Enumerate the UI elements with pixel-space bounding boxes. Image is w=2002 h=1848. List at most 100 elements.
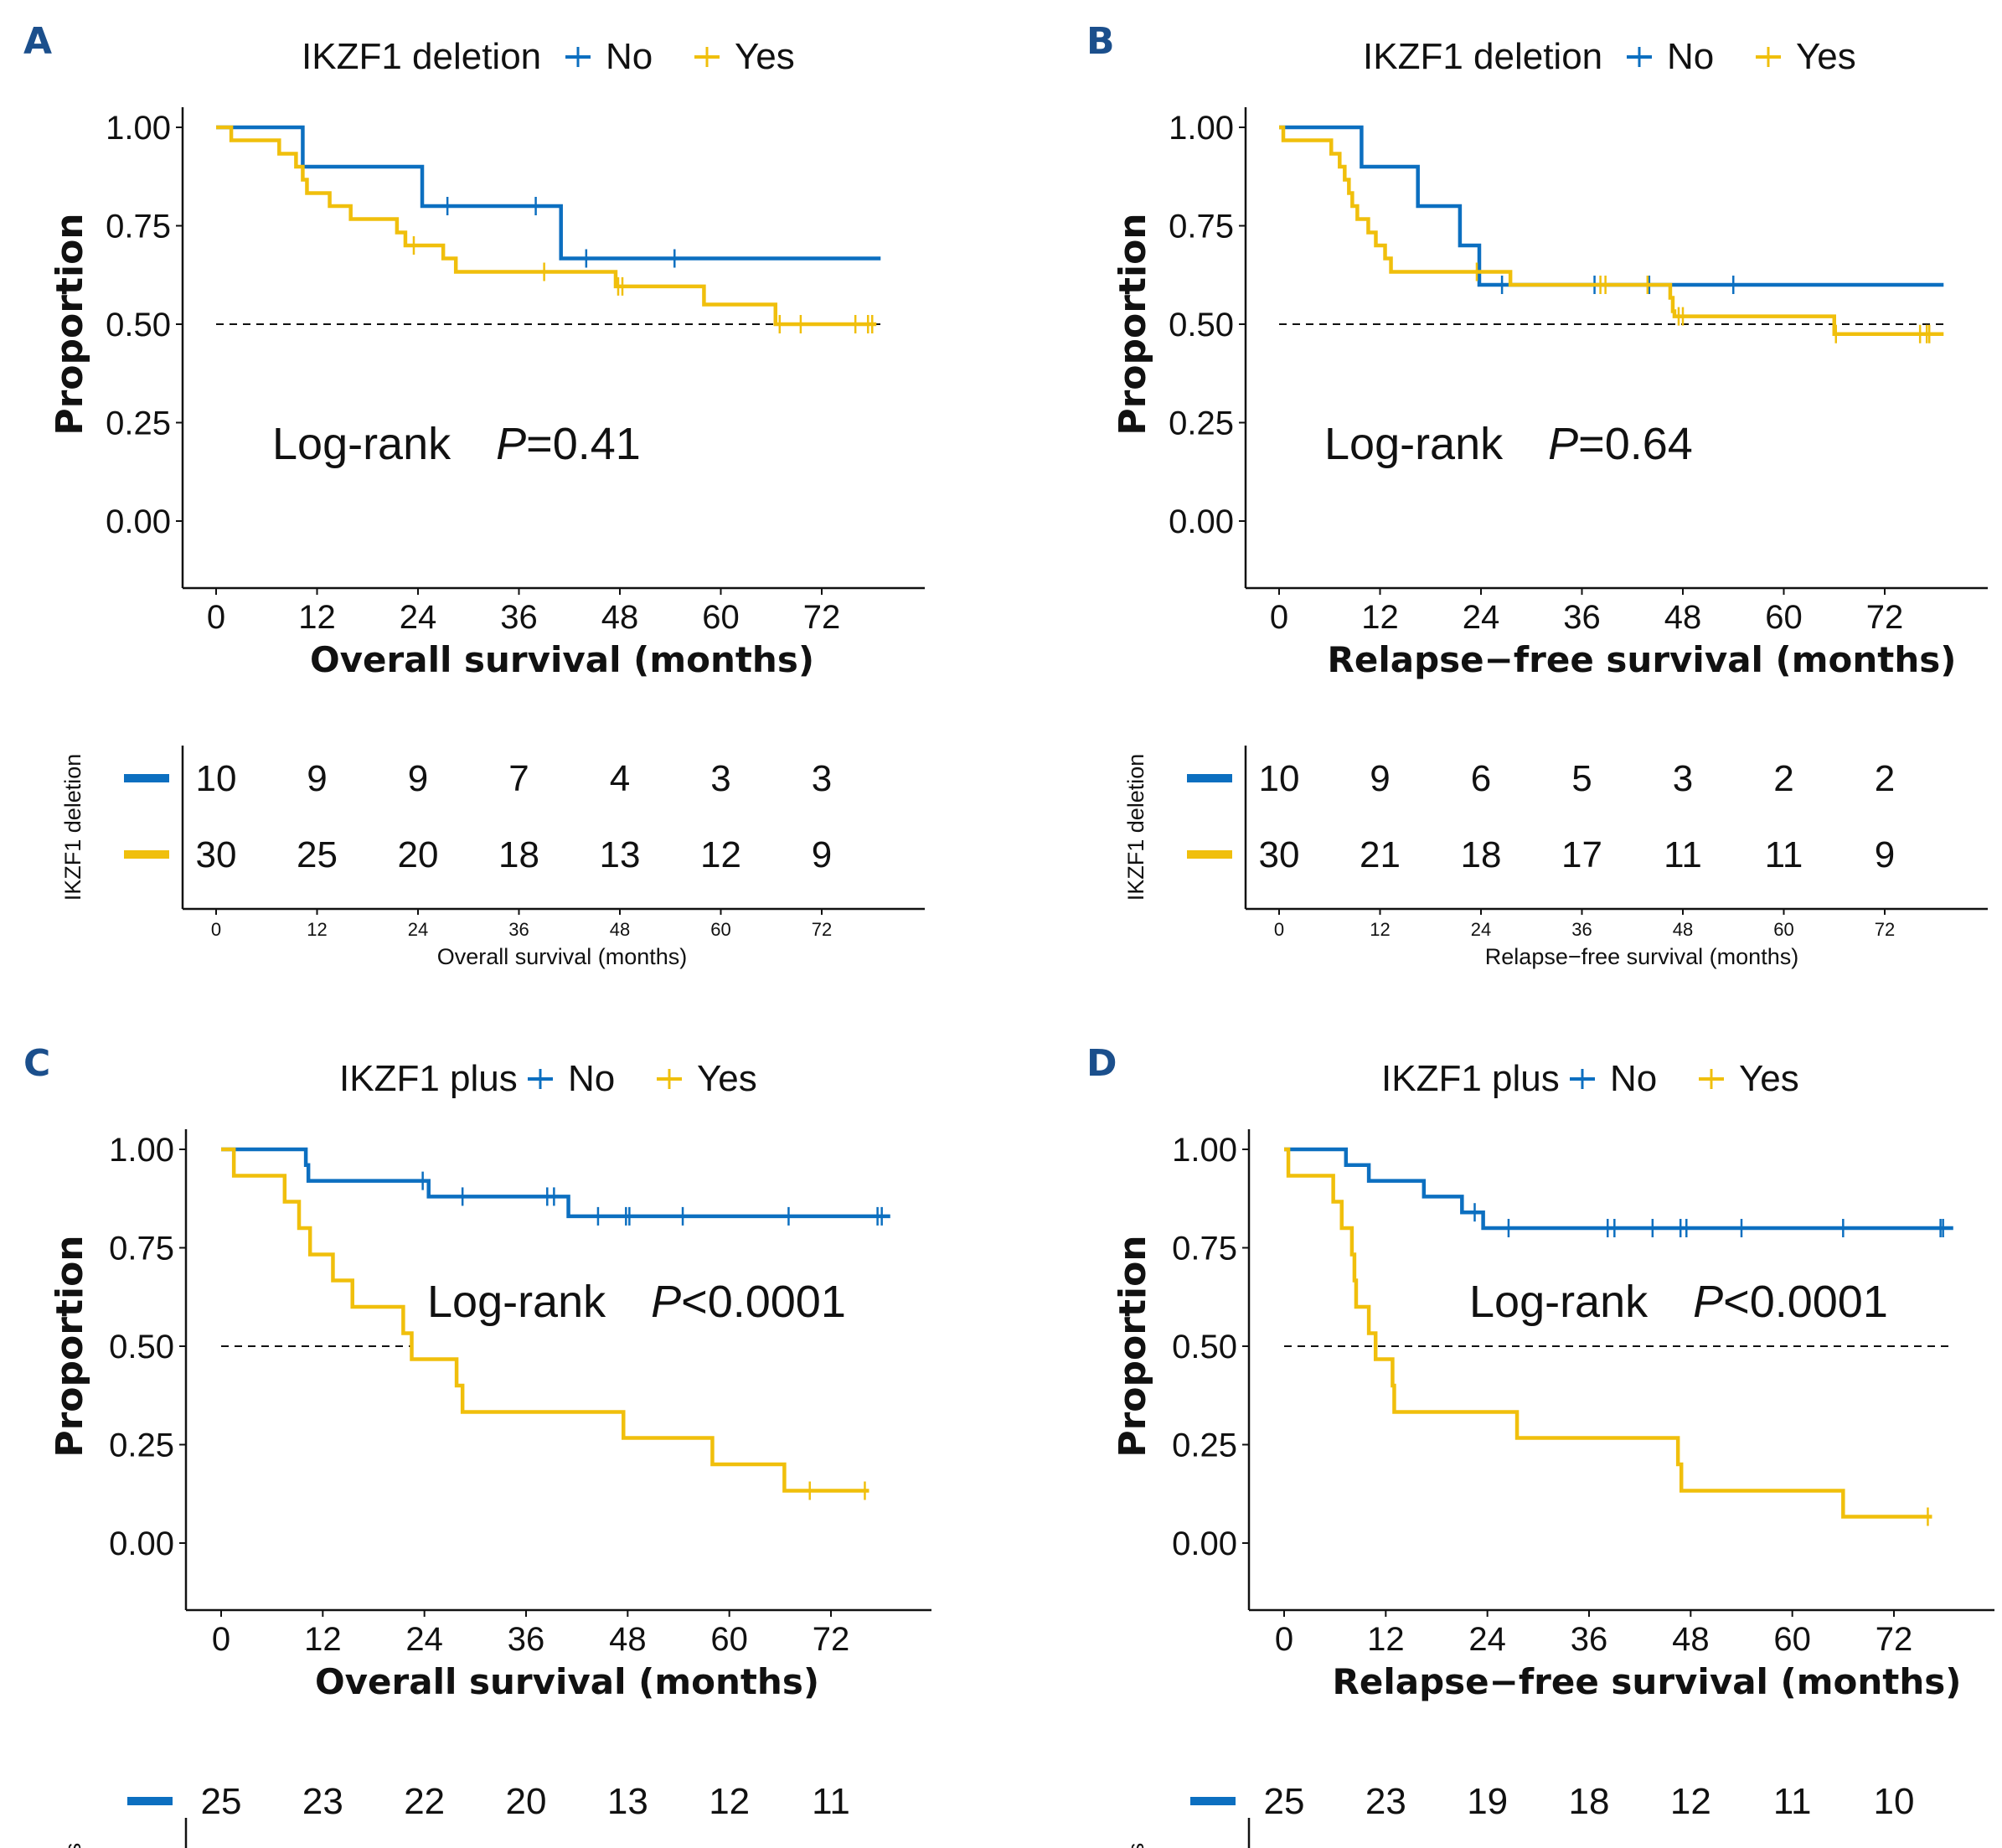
risk-table-ylabel: IKZF1 deletion <box>1123 754 1148 901</box>
risk-count: 10 <box>196 758 237 799</box>
panel-letter: A <box>23 20 52 63</box>
y-tick-label: 0.25 <box>1169 405 1234 442</box>
risk-count: 3 <box>710 758 730 799</box>
logrank-label: Log-rank <box>1469 1277 1693 1327</box>
y-tick-label: 0.25 <box>1172 1427 1237 1464</box>
risk-count: 2 <box>1875 758 1895 799</box>
y-tick-label: 0.50 <box>109 1329 174 1365</box>
risk-count: 3 <box>1673 758 1693 799</box>
y-axis-title: Proportion <box>49 213 91 435</box>
risk-table-ylabel: IKZF1 plus <box>60 1843 85 1848</box>
p-symbol: P <box>651 1277 681 1327</box>
y-axis-title: Proportion <box>49 1235 91 1457</box>
y-tick-label: 0.75 <box>1169 209 1234 245</box>
p-value: =0.41 <box>526 419 641 469</box>
legend-label: No <box>1667 36 1714 77</box>
risk-count: 3 <box>812 758 832 799</box>
risk-row-yes: 30 25 20 18 13 12 9 <box>124 834 832 875</box>
x-axis-title: Overall survival (months) <box>310 639 814 680</box>
p-value: =0.64 <box>1578 419 1693 469</box>
y-axis-title: Proportion <box>1112 1235 1154 1457</box>
x-axis-title: Relapse−free survival (months) <box>1333 1661 1962 1702</box>
p-symbol: P <box>1548 419 1578 469</box>
x-tick-label: 48 <box>601 599 639 636</box>
risk-row-no: 25 23 19 18 12 11 10 <box>1190 1781 1914 1822</box>
risk-count: 23 <box>302 1781 343 1822</box>
risk-row-swatch <box>124 850 169 859</box>
panel-letter: D <box>1086 1042 1117 1085</box>
risk-x-tick-label: 12 <box>307 919 327 940</box>
risk-count: 4 <box>610 758 630 799</box>
y-tick-label: 0.00 <box>109 1525 174 1562</box>
logrank-annotation: Log-rank P<0.0001 <box>427 1277 846 1327</box>
x-tick-label: 48 <box>609 1621 647 1658</box>
risk-count: 13 <box>607 1781 648 1822</box>
km-curve-yes <box>216 125 877 327</box>
risk-count: 25 <box>1264 1781 1305 1822</box>
legend-item-yes: Yes <box>1699 1058 1799 1099</box>
risk-x-tick-label: 36 <box>508 919 529 940</box>
y-tick-label: 0.75 <box>106 209 171 245</box>
p-value: <0.0001 <box>1723 1277 1888 1327</box>
risk-count: 12 <box>1670 1781 1711 1822</box>
y-tick-label: 0.50 <box>1169 307 1234 343</box>
x-tick-label: 0 <box>207 599 225 636</box>
legend-item-no: No <box>1627 36 1714 77</box>
risk-count: 9 <box>307 758 327 799</box>
x-tick-label: 72 <box>1866 599 1904 636</box>
x-tick-label: 24 <box>1463 599 1500 636</box>
risk-row-swatch <box>1190 1797 1236 1805</box>
risk-count: 9 <box>1370 758 1390 799</box>
legend-label: Yes <box>735 36 795 77</box>
y-tick-label: 1.00 <box>1169 110 1234 147</box>
x-tick-label: 60 <box>702 599 740 636</box>
x-tick-label: 24 <box>405 1621 443 1658</box>
risk-count: 5 <box>1571 758 1592 799</box>
risk-count: 9 <box>1875 834 1895 875</box>
risk-count: 20 <box>398 834 439 875</box>
risk-count: 11 <box>1765 834 1803 875</box>
x-axis-title: Relapse−free survival (months) <box>1328 639 1957 680</box>
legend-label: No <box>568 1058 615 1099</box>
risk-count: 18 <box>498 834 539 875</box>
risk-count: 9 <box>408 758 428 799</box>
risk-count: 10 <box>1874 1781 1915 1822</box>
risk-x-tick-label: 60 <box>710 919 730 940</box>
risk-x-tick-label: 12 <box>1370 919 1390 940</box>
legend-item-no: No <box>565 36 653 77</box>
legend: IKZF1 deletion No Yes <box>302 36 795 77</box>
risk-table: IKZF1 plus252322201312111511754310122436… <box>60 1781 850 1848</box>
y-tick-label: 1.00 <box>106 110 171 147</box>
legend: IKZF1 deletion No Yes <box>1363 36 1856 77</box>
logrank-label: Log-rank <box>272 419 496 469</box>
km-panel-a: A IKZF1 deletion No Yes 0.00 0.25 0.50 0.75 1.00… <box>23 20 925 969</box>
y-tick-label: 0.25 <box>109 1427 174 1464</box>
risk-table-xlabel: Overall survival (months) <box>437 944 688 969</box>
risk-x-tick-label: 24 <box>1471 919 1491 940</box>
risk-x-tick-label: 48 <box>610 919 630 940</box>
p-symbol: P <box>1693 1277 1723 1327</box>
y-tick-label: 0.00 <box>106 503 171 540</box>
x-tick-label: 12 <box>1361 599 1399 636</box>
y-axis-title: Proportion <box>1112 213 1154 435</box>
risk-count: 23 <box>1365 1781 1406 1822</box>
risk-row-no: 25 23 22 20 13 12 11 <box>127 1781 850 1822</box>
legend-item-yes: Yes <box>1756 36 1856 77</box>
risk-row-swatch <box>124 774 169 782</box>
p-value: <0.0001 <box>681 1277 846 1327</box>
legend-item-yes: Yes <box>694 36 795 77</box>
risk-count: 7 <box>508 758 529 799</box>
risk-table-ylabel: IKZF1 plus <box>1123 1843 1148 1848</box>
risk-count: 6 <box>1471 758 1491 799</box>
x-axis-title: Overall survival (months) <box>315 1661 819 1702</box>
risk-x-tick-label: 72 <box>812 919 832 940</box>
risk-count: 30 <box>1259 834 1300 875</box>
x-tick-label: 48 <box>1672 1621 1710 1658</box>
risk-row-no: 10 9 9 7 4 3 3 <box>124 758 832 799</box>
y-tick-label: 1.00 <box>109 1132 174 1169</box>
risk-count: 25 <box>297 834 338 875</box>
legend-title: IKZF1 deletion <box>302 36 541 77</box>
legend: IKZF1 plus No Yes <box>339 1058 757 1099</box>
